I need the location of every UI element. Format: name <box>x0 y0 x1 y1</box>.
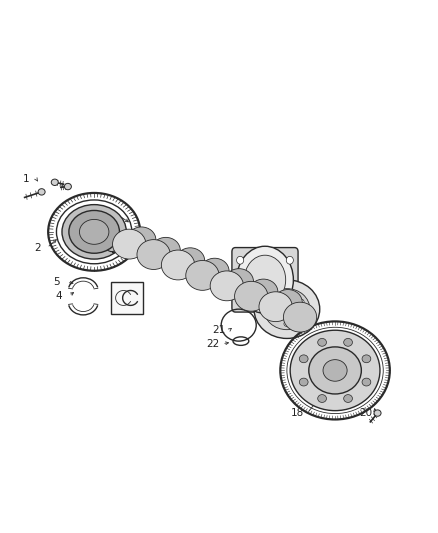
Ellipse shape <box>298 299 304 304</box>
Ellipse shape <box>200 258 229 284</box>
Text: 21: 21 <box>212 326 226 335</box>
Ellipse shape <box>323 360 347 381</box>
Ellipse shape <box>161 250 194 280</box>
Ellipse shape <box>286 256 293 264</box>
Ellipse shape <box>64 183 71 190</box>
Text: 18: 18 <box>291 408 304 418</box>
Ellipse shape <box>51 179 58 185</box>
Ellipse shape <box>362 378 371 386</box>
Ellipse shape <box>259 292 292 321</box>
Ellipse shape <box>374 410 381 416</box>
Ellipse shape <box>137 240 170 270</box>
Text: 1: 1 <box>23 174 30 183</box>
Ellipse shape <box>299 378 308 386</box>
Text: 16: 16 <box>114 286 127 295</box>
Text: 5: 5 <box>53 278 60 287</box>
Ellipse shape <box>79 220 109 244</box>
Ellipse shape <box>69 211 120 253</box>
Ellipse shape <box>318 338 326 346</box>
Ellipse shape <box>344 338 353 346</box>
Ellipse shape <box>284 292 290 297</box>
Ellipse shape <box>270 299 276 304</box>
Ellipse shape <box>113 229 146 259</box>
Text: 20: 20 <box>359 408 372 418</box>
Ellipse shape <box>286 295 293 303</box>
Ellipse shape <box>237 295 244 303</box>
Text: 4: 4 <box>56 291 63 301</box>
Ellipse shape <box>237 256 244 264</box>
Ellipse shape <box>344 394 353 402</box>
Ellipse shape <box>186 261 219 290</box>
Ellipse shape <box>225 269 254 294</box>
Ellipse shape <box>127 227 156 253</box>
Ellipse shape <box>281 304 293 314</box>
Text: 3: 3 <box>106 211 113 221</box>
Ellipse shape <box>210 271 244 301</box>
Ellipse shape <box>254 280 320 338</box>
Ellipse shape <box>318 394 326 402</box>
Ellipse shape <box>270 314 276 319</box>
FancyBboxPatch shape <box>232 247 298 312</box>
Text: 22: 22 <box>206 339 219 349</box>
Ellipse shape <box>38 189 45 195</box>
Ellipse shape <box>249 279 278 305</box>
Ellipse shape <box>105 237 119 252</box>
Ellipse shape <box>298 314 304 319</box>
Ellipse shape <box>362 355 371 363</box>
Ellipse shape <box>235 281 268 311</box>
Ellipse shape <box>264 289 310 329</box>
Bar <box>110 282 143 314</box>
Ellipse shape <box>176 248 205 273</box>
Ellipse shape <box>284 321 290 326</box>
Ellipse shape <box>237 246 293 313</box>
Ellipse shape <box>152 237 180 263</box>
Ellipse shape <box>256 292 265 300</box>
Ellipse shape <box>290 330 380 410</box>
Text: 2: 2 <box>34 243 41 253</box>
Ellipse shape <box>62 205 126 259</box>
Ellipse shape <box>244 255 286 304</box>
Ellipse shape <box>283 302 317 332</box>
Ellipse shape <box>309 347 361 394</box>
Ellipse shape <box>299 355 308 363</box>
Ellipse shape <box>273 289 302 315</box>
